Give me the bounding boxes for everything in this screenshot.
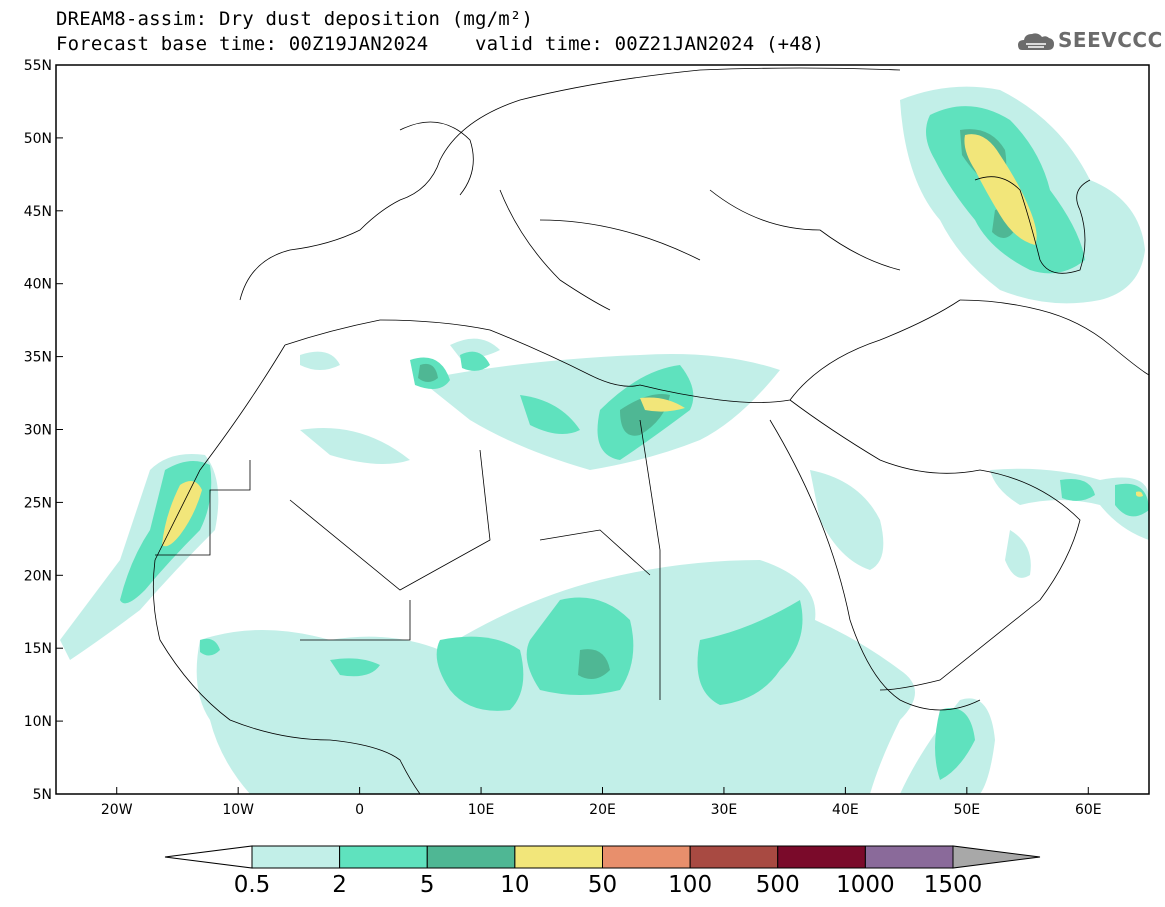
map-title: DREAM8-assim: Dry dust deposition (mg/m²… — [56, 8, 534, 30]
seevccc-cloud-icon — [1018, 33, 1054, 50]
lon-tick-label: 30E — [711, 802, 738, 818]
colorbar-swatch — [514, 845, 603, 869]
forecast-time-line: Forecast base time: 00Z19JAN2024 valid t… — [56, 33, 825, 55]
lon-tick-label: 50E — [953, 802, 980, 818]
lat-tick-label: 15N — [24, 641, 52, 657]
colorbar-level-label: 1000 — [836, 872, 895, 898]
longitude-ticks: 20W 10W 0 10E 20E 30E 40E 50E 60E — [101, 787, 1102, 818]
lon-tick-label: 20E — [589, 802, 616, 818]
lat-tick-label: 30N — [24, 423, 52, 439]
colorbar-swatch — [251, 845, 341, 869]
latitude-ticks: 55N 50N 45N 40N 35N 30N 25N 20N 15N 10N 5N — [24, 58, 63, 803]
colorbar-level-label: 100 — [668, 872, 712, 898]
lat-tick-label: 20N — [24, 568, 52, 584]
colorbar-swatch — [339, 845, 428, 869]
dust-deposition-field — [60, 86, 1149, 794]
colorbar: 0.5 2 5 10 50 100 500 1000 1500 — [164, 845, 1041, 898]
lat-tick-label: 5N — [33, 787, 52, 803]
lat-tick-label: 25N — [24, 495, 52, 511]
colorbar-swatch — [602, 845, 691, 869]
colorbar-upper-extension — [952, 845, 1041, 869]
colorbar-level-label: 50 — [588, 872, 617, 898]
colorbar-level-label: 10 — [500, 872, 529, 898]
colorbar-level-label: 1500 — [924, 872, 983, 898]
colorbar-level-label: 0.5 — [234, 872, 271, 898]
lon-tick-label: 10W — [222, 802, 254, 818]
colorbar-swatch — [777, 845, 866, 869]
colorbar-swatch — [426, 845, 516, 869]
lat-tick-label: 45N — [24, 204, 52, 220]
lat-tick-label: 10N — [24, 714, 52, 730]
lon-tick-label: 40E — [832, 802, 859, 818]
lon-tick-label: 10E — [468, 802, 495, 818]
colorbar-level-label: 2 — [332, 872, 347, 898]
colorbar-level-label: 500 — [756, 872, 800, 898]
seevccc-logo-text: SEEVCCC — [1058, 28, 1163, 52]
colorbar-level-label: 5 — [420, 872, 435, 898]
lon-tick-label: 60E — [1075, 802, 1102, 818]
coastlines-borders — [152, 67, 1149, 794]
colorbar-swatch — [864, 845, 954, 869]
lat-tick-label: 55N — [24, 58, 52, 74]
lat-tick-label: 50N — [24, 131, 52, 147]
colorbar-swatch — [689, 845, 779, 869]
lon-tick-label: 0 — [355, 802, 364, 818]
lon-tick-label: 20W — [101, 802, 133, 818]
lat-tick-label: 40N — [24, 277, 52, 293]
colorbar-lower-extension — [164, 845, 253, 869]
lat-tick-label: 35N — [24, 350, 52, 366]
